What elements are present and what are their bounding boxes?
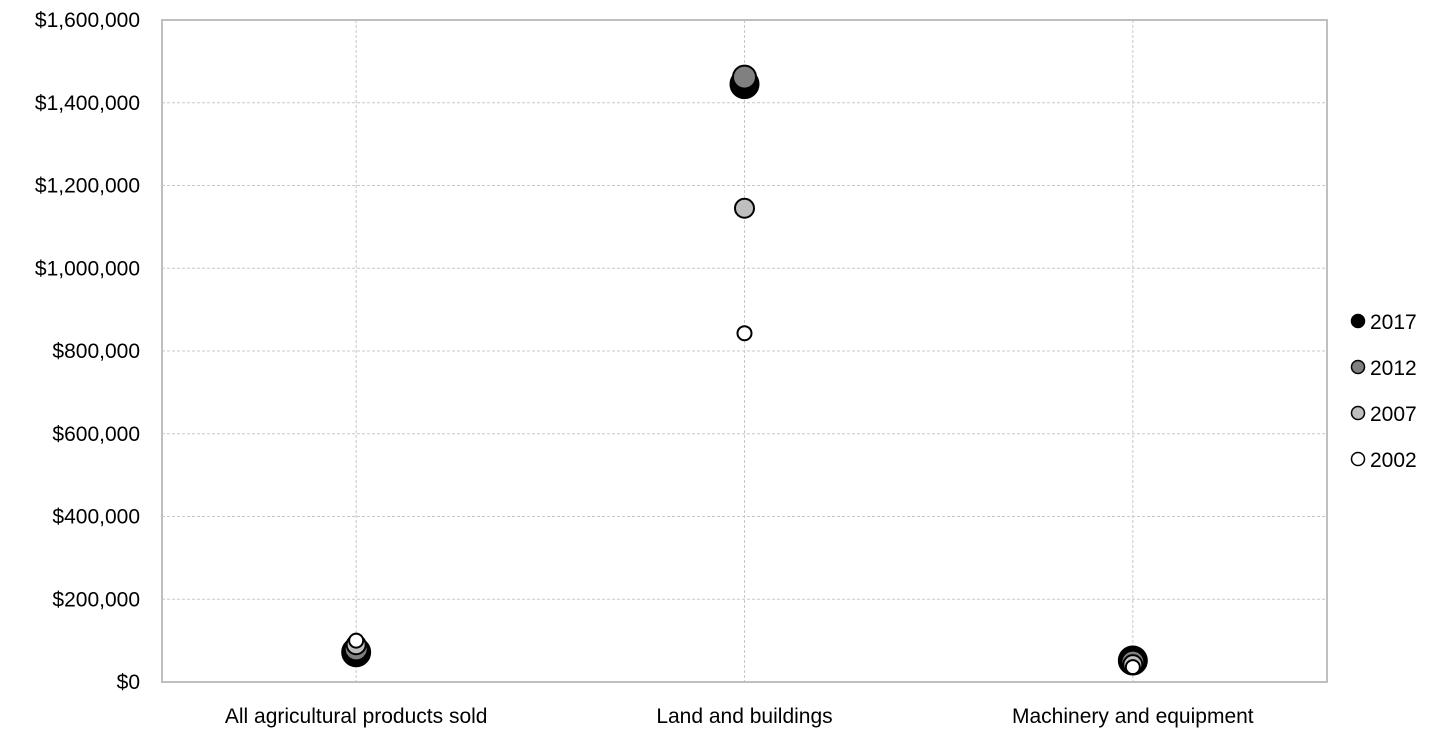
y-tick-label: $1,600,000 [35,9,140,32]
legend-label: 2007 [1370,403,1417,426]
y-tick-label: $1,400,000 [35,92,140,115]
legend-marker-2002 [1350,451,1366,467]
legend-marker-2017 [1350,313,1366,329]
y-tick-label: $1,200,000 [35,175,140,198]
y-tick-label: $800,000 [52,340,140,363]
legend-label: 2017 [1370,311,1417,334]
y-tick-label: $0 [117,671,140,694]
y-tick-label: $600,000 [52,423,140,446]
x-tick-label: Machinery and equipment [1012,705,1254,728]
y-tick-label: $400,000 [52,506,140,529]
legend-marker-2007 [1350,405,1366,421]
data-points [341,64,1148,676]
y-tick-label: $200,000 [52,588,140,611]
data-point-2002 [1124,659,1141,676]
data-point-2007 [734,197,755,219]
x-tick-label: All agricultural products sold [225,705,488,728]
y-tick-label: $1,000,000 [35,257,140,280]
legend-marker-2012 [1350,359,1366,375]
legend-label: 2002 [1370,449,1417,472]
y-axis-tick-labels: $0 $200,000 $400,000 $600,000 $800,000 $1,000… [35,9,140,694]
x-tick-label: Land and buildings [656,705,832,728]
legend-label: 2012 [1370,357,1417,380]
plot-area-border [161,19,1328,683]
data-point-2002 [348,632,365,649]
grid-lines [162,20,1327,682]
legend: 2017 2012 2007 2002 [1350,311,1417,472]
data-point-2002 [736,325,753,342]
x-axis-tick-labels: All agricultural products sold Land and b… [225,705,1254,728]
data-point-2012 [732,64,757,90]
